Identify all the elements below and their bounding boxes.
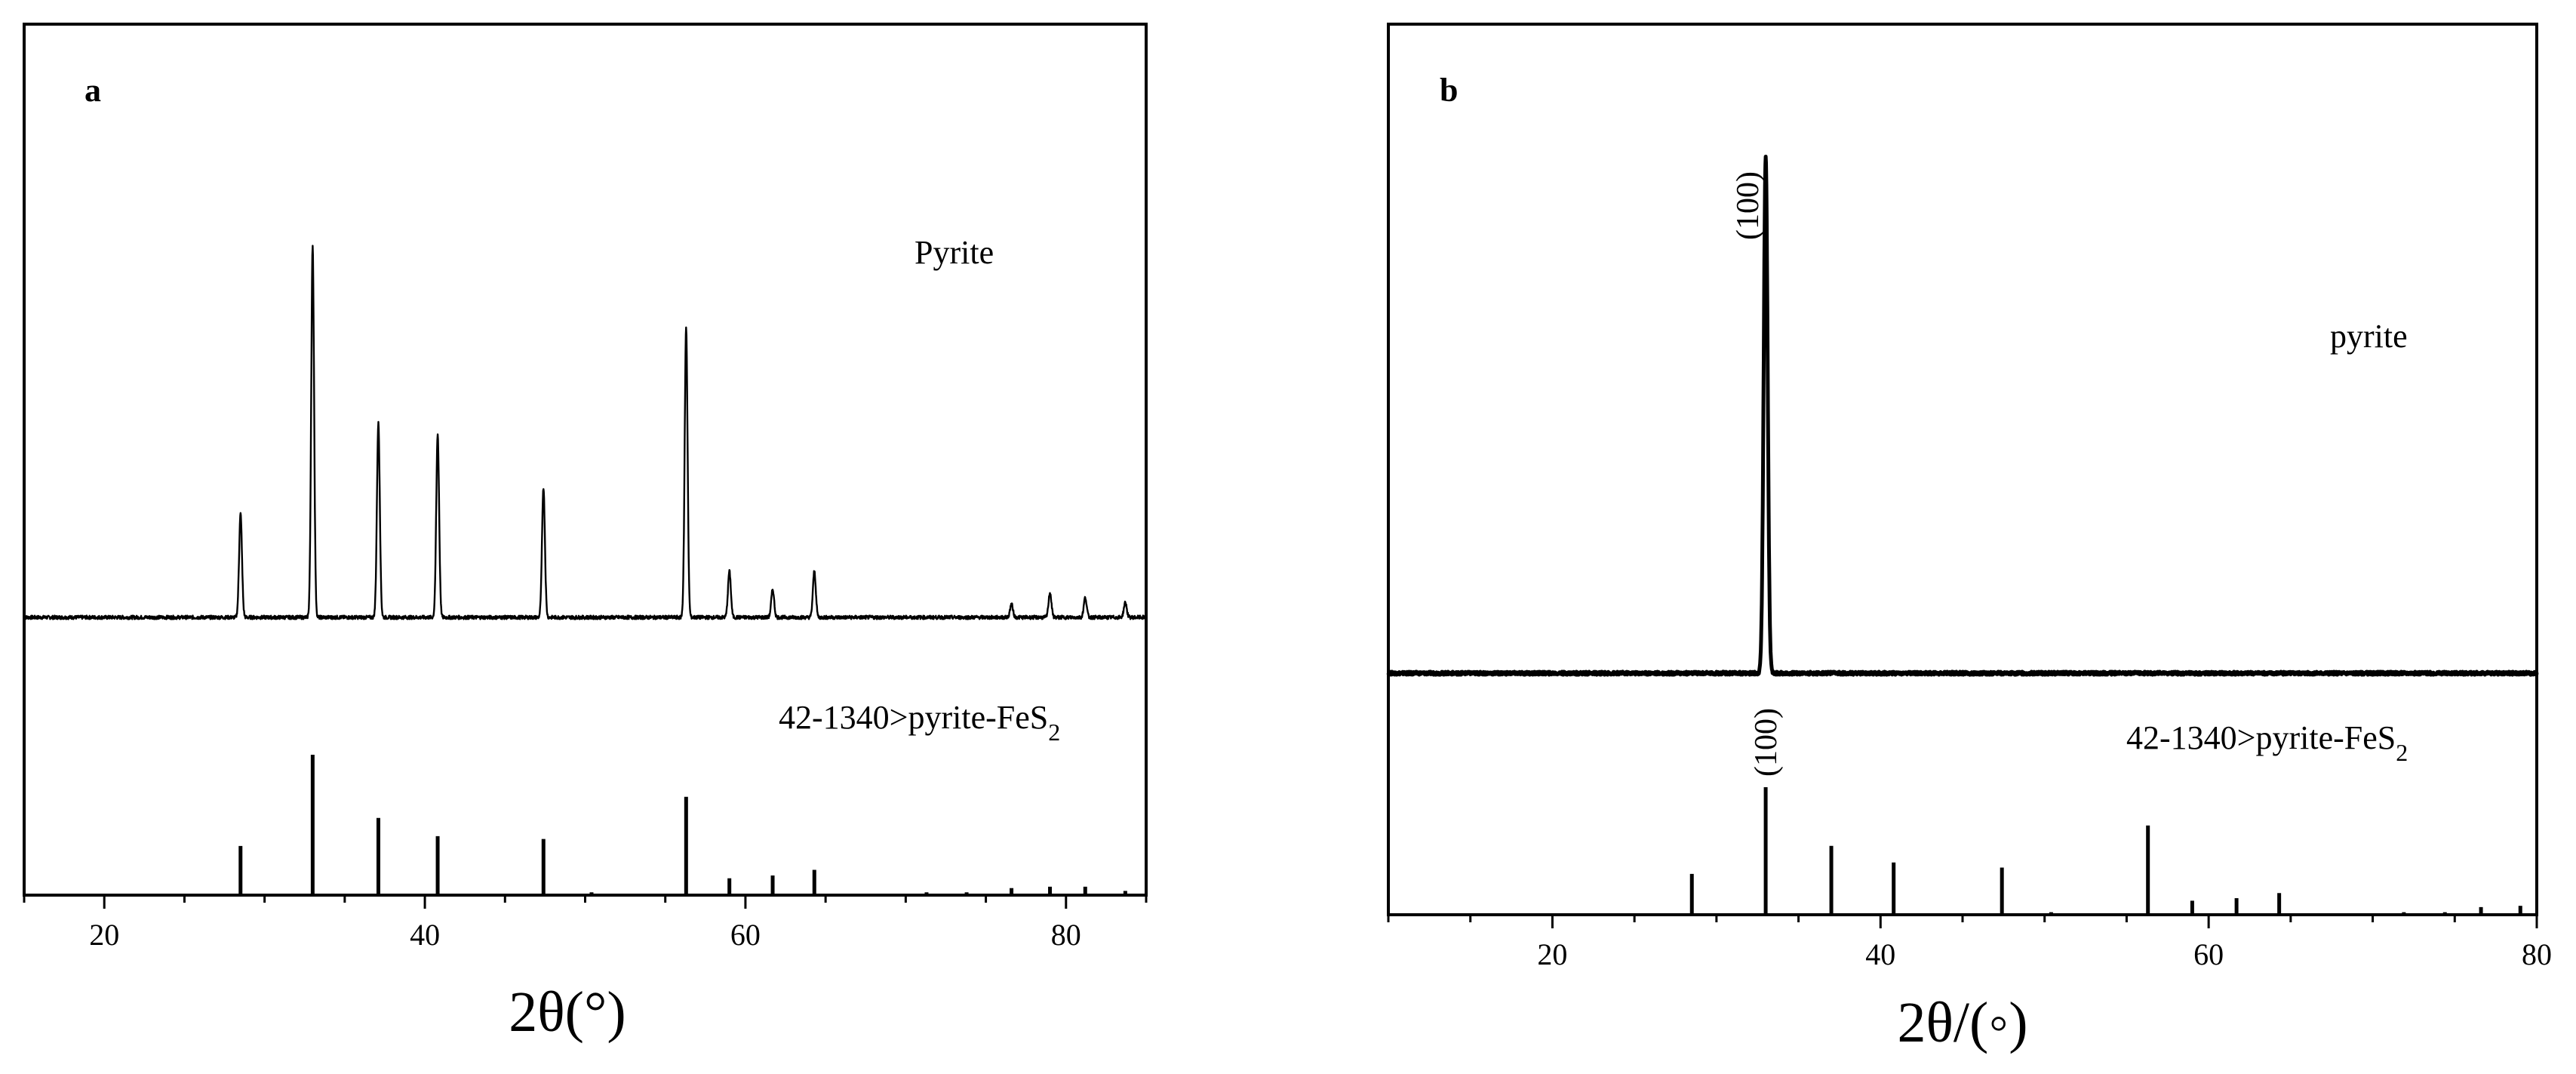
x-tick-label: 20 [89,918,119,952]
panel-b: b 20 40 60 80 pyrite 42-1340>pyrite-FeS2 (1… [1386,23,2552,1054]
diffraction-pattern-line [1386,155,2539,677]
plot-frame-a [23,23,1148,897]
series-label-reference-a: 42-1340>pyrite-FeS2 [779,699,1060,746]
panel-letter-a: a [85,72,101,109]
x-tick-label: 80 [1051,918,1081,952]
panel-letter-b: b [1440,72,1458,109]
x-tick-label: 80 [2522,937,2552,971]
diffraction-pattern-line [23,245,1147,620]
series-label-reference-b: 42-1340>pyrite-FeS2 [2126,719,2408,766]
x-axis-title-a: 2θ(°) [509,980,626,1044]
panel-a: a 20 40 60 80 Pyrite 42-1340>pyrite-FeS2 2θ… [23,23,1148,1044]
x-tick-label: 40 [1865,937,1895,971]
reference-peak-hkl-label: (100) [1749,708,1784,777]
measured-peak-hkl-label: (100) [1731,171,1766,240]
x-axis-title-b: 2θ/(◦) [1897,991,2027,1054]
series-label-pyrite-a: Pyrite [915,234,994,271]
x-tick-label: 60 [730,918,761,952]
x-tick-label: 20 [1537,937,1567,971]
series-label-pyrite-b: pyrite [2330,318,2408,355]
x-tick-label: 60 [2193,937,2224,971]
x-tick-label: 40 [410,918,440,952]
plot-frame-b [1387,23,2538,916]
